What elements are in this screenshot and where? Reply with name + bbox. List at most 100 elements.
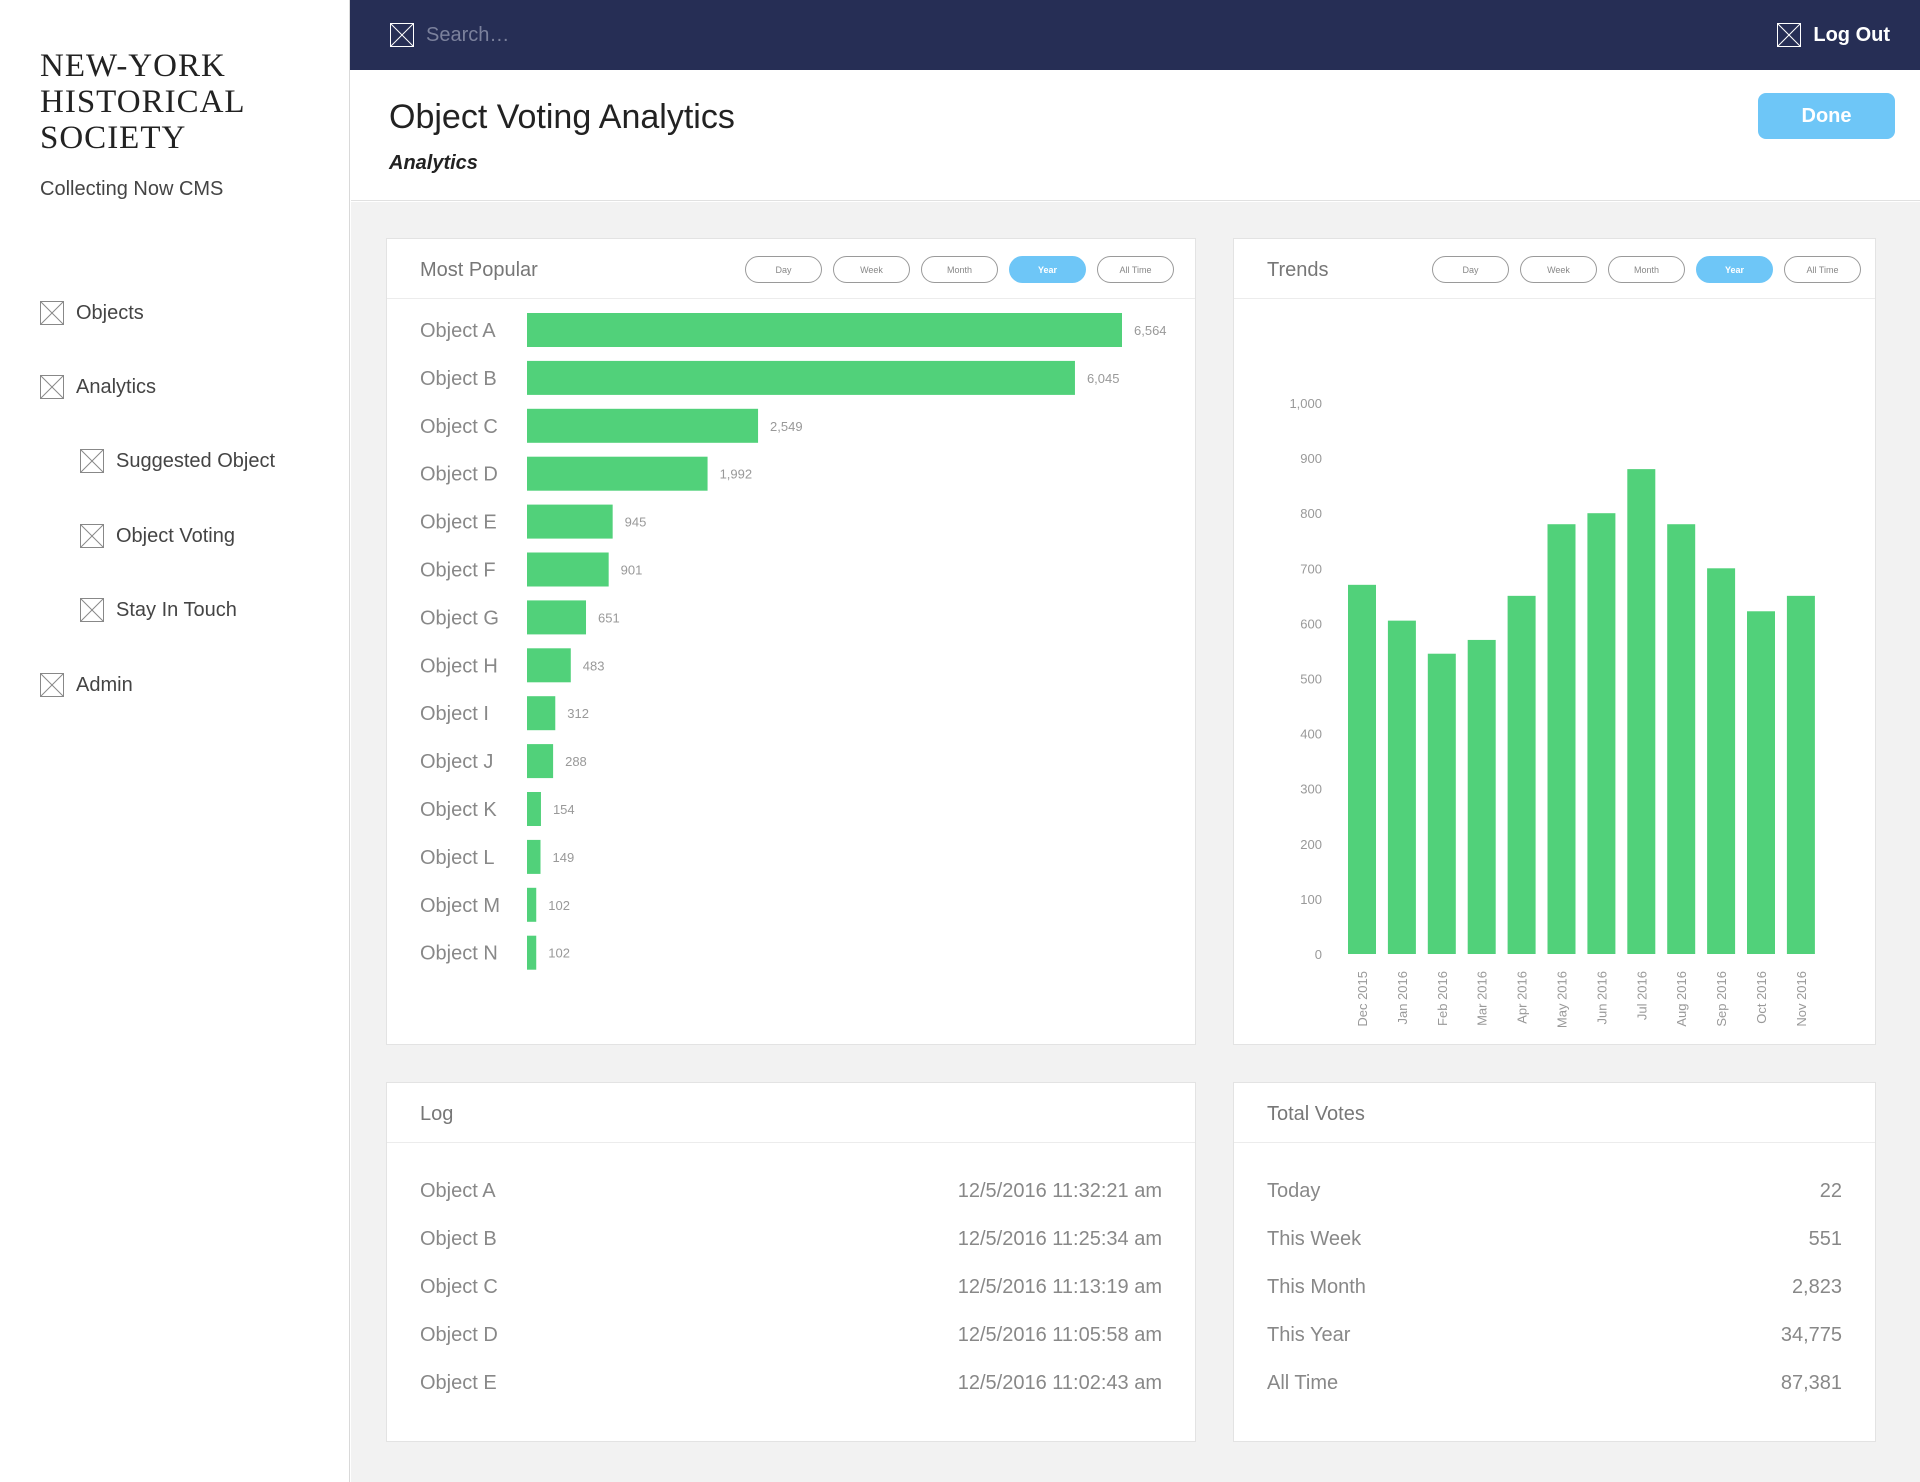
image-placeholder-icon bbox=[40, 301, 64, 325]
x-tick-label: Oct 2016 bbox=[1754, 971, 1769, 1024]
sidebar-item-stay-in-touch[interactable]: Stay In Touch bbox=[80, 598, 237, 622]
most-popular-card: Most Popular Day Week Month Year All Tim… bbox=[386, 238, 1196, 1045]
range-day-button[interactable]: Day bbox=[745, 256, 822, 283]
bar bbox=[1507, 595, 1536, 954]
y-tick-label: 400 bbox=[1300, 727, 1322, 742]
total-value: 2,823 bbox=[1791, 1275, 1842, 1298]
bar bbox=[1747, 611, 1775, 954]
image-placeholder-icon bbox=[80, 524, 104, 548]
range-selector: Day Week Month Year All Time bbox=[745, 256, 1174, 283]
bar bbox=[1348, 584, 1376, 954]
content-area: Most Popular Day Week Month Year All Tim… bbox=[351, 202, 1920, 1482]
bar bbox=[1667, 524, 1696, 954]
range-week-button[interactable]: Week bbox=[1520, 256, 1597, 283]
total-row: This Year 34,775 bbox=[1267, 1320, 1842, 1350]
range-month-button[interactable]: Month bbox=[1608, 256, 1685, 283]
logout-icon bbox=[1777, 23, 1802, 47]
sidebar-item-analytics[interactable]: Analytics bbox=[40, 375, 156, 399]
bar bbox=[527, 696, 556, 731]
sidebar-item-label: Analytics bbox=[76, 375, 157, 398]
sidebar: NEW-YORK HISTORICAL SOCIETY Collecting N… bbox=[0, 0, 350, 1482]
x-tick-label: Jul 2016 bbox=[1634, 971, 1649, 1020]
range-year-button[interactable]: Year bbox=[1009, 256, 1086, 283]
sidebar-item-suggested-object[interactable]: Suggested Object bbox=[80, 449, 275, 473]
image-placeholder-icon bbox=[80, 598, 104, 622]
sidebar-item-admin[interactable]: Admin bbox=[40, 673, 133, 697]
x-tick-label: Nov 2016 bbox=[1794, 971, 1809, 1027]
range-week-button[interactable]: Week bbox=[833, 256, 910, 283]
total-votes-card: Total Votes Today 22 This Week 551 This … bbox=[1233, 1082, 1876, 1442]
total-value: 22 bbox=[1819, 1179, 1842, 1202]
bar bbox=[527, 648, 571, 683]
bar bbox=[527, 792, 541, 826]
bar bbox=[527, 839, 541, 874]
y-tick-label: 0 bbox=[1315, 947, 1322, 962]
bar-value-label: 102 bbox=[548, 946, 570, 961]
y-tick-label: 900 bbox=[1300, 451, 1322, 466]
card-title: Trends bbox=[1267, 259, 1329, 281]
log-object: Object C bbox=[420, 1275, 498, 1298]
range-selector: Day Week Month Year All Time bbox=[1432, 256, 1861, 283]
bar-category-label: Object H bbox=[420, 655, 498, 677]
done-button[interactable]: Done bbox=[1758, 93, 1895, 139]
bar-value-label: 2,549 bbox=[770, 419, 803, 434]
log-row: Object A 12/5/2016 11:32:21 am bbox=[420, 1176, 1162, 1206]
bar bbox=[527, 552, 609, 587]
y-tick-label: 800 bbox=[1300, 506, 1322, 521]
image-placeholder-icon bbox=[80, 449, 104, 473]
log-time: 12/5/2016 11:05:58 am bbox=[957, 1323, 1162, 1346]
trends-card: Trends Day Week Month Year All Time 0 100… bbox=[1233, 238, 1876, 1045]
card-header: Trends Day Week Month Year All Time bbox=[1234, 239, 1875, 299]
bar-category-label: Object E bbox=[420, 512, 497, 534]
log-row: Object E 12/5/2016 11:02:43 am bbox=[420, 1368, 1162, 1398]
bar-value-label: 6,564 bbox=[1134, 323, 1167, 338]
bar-value-label: 288 bbox=[565, 754, 587, 769]
sidebar-item-label: Objects bbox=[76, 301, 144, 324]
bar bbox=[1786, 595, 1815, 954]
card-header: Total Votes bbox=[1234, 1083, 1875, 1143]
log-time: 12/5/2016 11:13:19 am bbox=[957, 1275, 1162, 1298]
bar-value-label: 102 bbox=[548, 898, 570, 913]
y-tick-label: 700 bbox=[1300, 561, 1322, 576]
search-input[interactable] bbox=[426, 23, 826, 47]
bar-value-label: 6,045 bbox=[1087, 371, 1120, 386]
bar bbox=[527, 744, 554, 779]
sidebar-item-object-voting[interactable]: Object Voting bbox=[80, 524, 235, 548]
bar bbox=[527, 313, 1122, 347]
card-title: Total Votes bbox=[1267, 1103, 1365, 1125]
bar-category-label: Object C bbox=[420, 416, 498, 438]
total-label: This Month bbox=[1267, 1275, 1366, 1298]
bar-value-label: 483 bbox=[583, 658, 605, 673]
range-day-button[interactable]: Day bbox=[1432, 256, 1509, 283]
image-placeholder-icon bbox=[40, 375, 64, 399]
logo-line: NEW-YORK bbox=[40, 48, 226, 84]
total-row: All Time 87,381 bbox=[1267, 1368, 1842, 1398]
bar bbox=[527, 408, 759, 443]
total-row: This Week 551 bbox=[1267, 1224, 1842, 1254]
range-year-button[interactable]: Year bbox=[1696, 256, 1773, 283]
range-all-time-button[interactable]: All Time bbox=[1097, 256, 1174, 283]
x-tick-label: Sep 2016 bbox=[1714, 971, 1729, 1027]
logout-button[interactable]: Log Out bbox=[1777, 23, 1890, 47]
search-icon[interactable] bbox=[390, 23, 414, 47]
bar-category-label: Object M bbox=[420, 895, 500, 917]
log-object: Object B bbox=[420, 1227, 497, 1250]
logo: NEW-YORK HISTORICAL SOCIETY bbox=[40, 48, 246, 156]
log-object: Object E bbox=[420, 1371, 497, 1394]
bar-value-label: 149 bbox=[553, 850, 575, 865]
total-value: 34,775 bbox=[1780, 1323, 1842, 1346]
log-object: Object A bbox=[420, 1179, 496, 1202]
log-object: Object D bbox=[420, 1323, 498, 1346]
bar-value-label: 945 bbox=[625, 515, 647, 530]
bar bbox=[1427, 653, 1456, 954]
sidebar-item-objects[interactable]: Objects bbox=[40, 301, 144, 325]
image-placeholder-icon bbox=[40, 673, 64, 697]
y-tick-label: 600 bbox=[1300, 616, 1322, 631]
bar bbox=[527, 456, 708, 491]
range-all-time-button[interactable]: All Time bbox=[1784, 256, 1861, 283]
range-month-button[interactable]: Month bbox=[921, 256, 998, 283]
bar-category-label: Object K bbox=[420, 799, 497, 821]
log-card: Log Object A 12/5/2016 11:32:21 am Objec… bbox=[386, 1082, 1196, 1442]
x-tick-label: Apr 2016 bbox=[1515, 971, 1530, 1024]
y-tick-label: 200 bbox=[1300, 837, 1322, 852]
